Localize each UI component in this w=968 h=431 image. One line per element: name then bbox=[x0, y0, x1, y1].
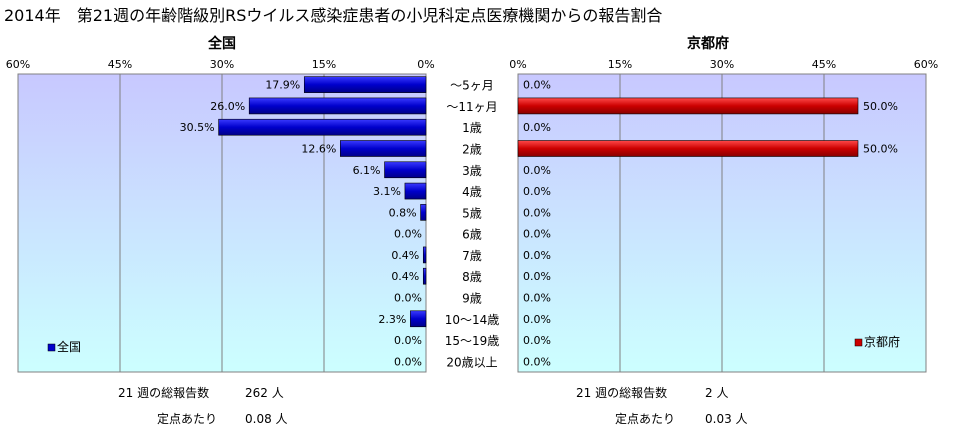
age-category-label: ～11ヶ月 bbox=[446, 100, 497, 114]
national-value-label: 12.6% bbox=[301, 143, 336, 156]
age-category-label: 10～14歳 bbox=[445, 313, 500, 327]
kyoto-tick-label: 45% bbox=[812, 58, 836, 71]
national-value-label: 26.0% bbox=[210, 100, 245, 113]
kyoto-per-label: 定点あたり bbox=[615, 412, 676, 426]
age-category-label: 20歳以上 bbox=[446, 355, 497, 369]
national-panel: 全国 60% 45% 30% 15% 0% 17.9% 26.0% 30.5% 12.6% 6.… bbox=[6, 35, 435, 373]
national-bar bbox=[420, 204, 427, 221]
kyoto-total-label: 21 週の総報告数 bbox=[576, 386, 668, 400]
national-total-value: 262 人 bbox=[245, 386, 284, 400]
age-category-label: 3歳 bbox=[462, 164, 482, 178]
kyoto-tick-label: 15% bbox=[608, 58, 632, 71]
national-legend-label: 全国 bbox=[57, 339, 81, 354]
national-legend-swatch bbox=[47, 343, 56, 352]
kyoto-value-label: 0.0% bbox=[523, 206, 551, 219]
age-category-label: 6歳 bbox=[462, 228, 482, 242]
kyoto-value-label: 0.0% bbox=[523, 270, 551, 283]
kyoto-tick-label: 60% bbox=[914, 58, 938, 71]
national-bar bbox=[248, 97, 427, 115]
national-per-value: 0.08 人 bbox=[245, 412, 288, 426]
national-value-label: 0.0% bbox=[394, 355, 422, 368]
national-value-label: 2.3% bbox=[378, 313, 406, 326]
age-category-label: 9歳 bbox=[462, 292, 482, 306]
kyoto-value-label: 0.0% bbox=[523, 292, 551, 305]
age-category-label: 1歳 bbox=[462, 121, 482, 135]
age-category-label: 7歳 bbox=[462, 249, 482, 263]
national-tick-label: 0% bbox=[417, 58, 434, 71]
national-value-label: 0.0% bbox=[394, 334, 422, 347]
kyoto-value-label: 0.0% bbox=[523, 79, 551, 92]
kyoto-legend-swatch bbox=[854, 338, 863, 347]
national-tick-label: 15% bbox=[312, 58, 336, 71]
chart-title: 2014年 第21週の年齢階級別RSウイルス感染症患者の小児科定点医療機関からの… bbox=[4, 6, 663, 25]
national-value-label: 17.9% bbox=[265, 79, 300, 92]
national-bar bbox=[422, 246, 427, 264]
national-bar bbox=[404, 182, 427, 200]
national-per-label: 定点あたり bbox=[157, 412, 218, 426]
age-category-label: 4歳 bbox=[462, 185, 482, 199]
kyoto-tick-label: 0% bbox=[509, 58, 526, 71]
national-bar bbox=[303, 76, 427, 93]
national-tick-label: 45% bbox=[108, 58, 132, 71]
kyoto-value-label: 0.0% bbox=[523, 334, 551, 347]
age-category-label: 8歳 bbox=[462, 270, 482, 284]
kyoto-tick-label: 30% bbox=[710, 58, 734, 71]
national-value-label: 0.0% bbox=[394, 228, 422, 241]
age-category-label: 5歳 bbox=[462, 206, 482, 220]
national-tick-label: 60% bbox=[6, 58, 30, 71]
national-total-label: 21 週の総報告数 bbox=[118, 386, 210, 400]
national-value-label: 30.5% bbox=[180, 121, 215, 134]
age-category-label: 2歳 bbox=[462, 143, 482, 157]
national-bar bbox=[218, 118, 427, 136]
kyoto-panel: 京都府 0% 15% 30% 45% 60% 0.0% 50.0% 0.0% 50.0% 0.0… bbox=[509, 35, 938, 373]
age-category-label: ～5ヶ月 bbox=[450, 79, 494, 93]
national-legend: 全国 bbox=[47, 339, 81, 354]
kyoto-bar bbox=[517, 140, 859, 157]
national-value-label: 0.4% bbox=[391, 249, 419, 262]
kyoto-value-label: 0.0% bbox=[523, 249, 551, 262]
kyoto-per-value: 0.03 人 bbox=[705, 412, 748, 426]
national-bar bbox=[410, 310, 427, 328]
kyoto-legend: 京都府 bbox=[854, 334, 900, 349]
national-value-label: 0.0% bbox=[394, 292, 422, 305]
kyoto-value-label: 50.0% bbox=[863, 143, 898, 156]
national-value-label: 0.8% bbox=[389, 206, 417, 219]
kyoto-panel-title: 京都府 bbox=[687, 35, 729, 52]
national-bar bbox=[340, 140, 427, 157]
national-bar bbox=[384, 161, 427, 179]
national-tick-label: 30% bbox=[210, 58, 234, 71]
age-category-labels: ～5ヶ月 ～11ヶ月 1歳 2歳 3歳 4歳 5歳 6歳 7歳 8歳 9歳 10～14歳 15～19歳 2… bbox=[445, 79, 500, 370]
kyoto-value-label: 0.0% bbox=[523, 185, 551, 198]
kyoto-total-value: 2 人 bbox=[705, 386, 729, 400]
kyoto-value-label: 0.0% bbox=[523, 228, 551, 241]
kyoto-value-label: 0.0% bbox=[523, 121, 551, 134]
kyoto-value-label: 0.0% bbox=[523, 164, 551, 177]
kyoto-legend-label: 京都府 bbox=[864, 334, 900, 349]
national-value-label: 0.4% bbox=[391, 270, 419, 283]
kyoto-bar bbox=[517, 97, 859, 115]
age-category-label: 15～19歳 bbox=[445, 334, 500, 348]
national-panel-title: 全国 bbox=[207, 35, 236, 52]
kyoto-value-label: 0.0% bbox=[523, 313, 551, 326]
kyoto-value-label: 50.0% bbox=[863, 100, 898, 113]
national-bar bbox=[422, 267, 427, 285]
kyoto-value-label: 0.0% bbox=[523, 355, 551, 368]
national-value-label: 6.1% bbox=[353, 164, 381, 177]
national-value-label: 3.1% bbox=[373, 185, 401, 198]
